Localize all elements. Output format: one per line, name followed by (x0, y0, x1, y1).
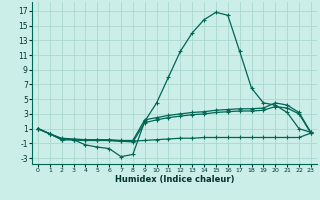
X-axis label: Humidex (Indice chaleur): Humidex (Indice chaleur) (115, 175, 234, 184)
